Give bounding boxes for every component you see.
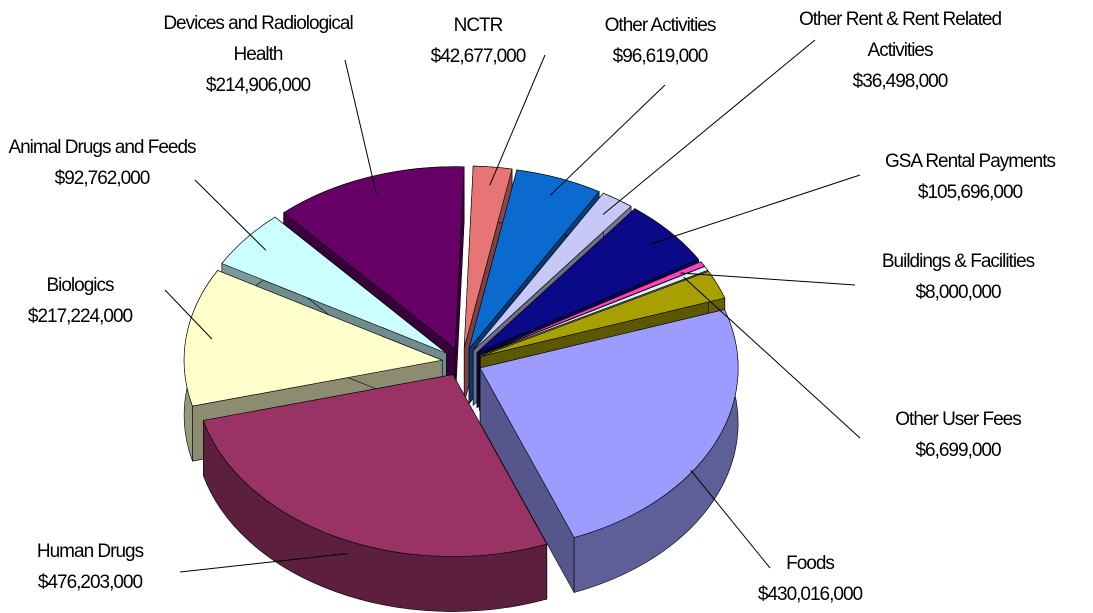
category-label: Foods xyxy=(786,553,835,574)
leader-line xyxy=(344,59,377,195)
leader-line xyxy=(549,84,666,196)
slice-label: Buildings & Facilities $8,000,000 xyxy=(843,246,1073,308)
value-label: $214,906,000 xyxy=(205,75,311,96)
category-label: Other Rent & Rent Related Activities xyxy=(798,9,1002,61)
category-label: NCTR xyxy=(453,15,504,36)
category-label: Animal Drugs and Feeds xyxy=(8,137,196,158)
slice-label: Animal Drugs and Feeds $92,762,000 xyxy=(2,132,202,194)
slice-top xyxy=(480,271,726,357)
slice-top xyxy=(463,165,513,349)
slice-label: Other User Fees $6,699,000 xyxy=(858,404,1058,466)
slice xyxy=(479,309,739,594)
slice-top xyxy=(476,208,699,353)
slice-top xyxy=(221,216,447,354)
slice-label: Foods $430,016,000 xyxy=(740,548,880,610)
leader-line xyxy=(194,179,267,251)
leader-line xyxy=(179,553,348,573)
leader-line xyxy=(489,54,546,186)
value-label: $430,016,000 xyxy=(757,584,863,605)
slice-label: Other Activities $96,619,000 xyxy=(575,10,745,72)
slice-top xyxy=(468,169,600,349)
slice-top xyxy=(183,270,444,407)
leader-line xyxy=(680,272,856,286)
category-label: Human Drugs xyxy=(36,541,144,562)
slice-label: NCTR $42,677,000 xyxy=(408,10,548,72)
value-label: $42,677,000 xyxy=(430,46,527,67)
leader-line xyxy=(690,469,771,569)
value-label: $105,696,000 xyxy=(917,182,1023,203)
slice-top xyxy=(479,261,705,356)
category-label: GSA Rental Payments xyxy=(884,151,1056,172)
category-label: Devices and Radiological Health xyxy=(163,13,353,65)
category-label: Other Activities xyxy=(604,15,717,36)
leader-line xyxy=(650,174,861,245)
slice-top xyxy=(202,374,548,557)
value-label: $96,619,000 xyxy=(612,46,709,67)
value-label: $476,203,000 xyxy=(37,572,143,593)
slice-top xyxy=(472,192,632,351)
value-label: $8,000,000 xyxy=(915,282,1001,303)
slice-label: GSA Rental Payments $105,696,000 xyxy=(855,146,1085,208)
category-label: Biologics xyxy=(46,275,114,296)
slice-label: Biologics $217,224,000 xyxy=(0,270,160,332)
slice xyxy=(202,373,548,612)
category-label: Other User Fees xyxy=(895,409,1021,430)
value-label: $36,498,000 xyxy=(852,71,949,92)
slice-label: Human Drugs $476,203,000 xyxy=(0,536,180,598)
category-label: Buildings & Facilities xyxy=(881,251,1035,272)
value-label: $6,699,000 xyxy=(915,440,1001,461)
slice-top xyxy=(479,266,709,356)
leader-line xyxy=(602,39,816,215)
value-label: $92,762,000 xyxy=(54,168,151,189)
slice-label: Devices and Radiological Health $214,906,… xyxy=(138,8,378,101)
value-label: $217,224,000 xyxy=(27,306,133,327)
slice-top xyxy=(283,166,465,350)
leader-line xyxy=(683,276,861,439)
leader-line xyxy=(164,289,213,340)
slice-label: Other Rent & Rent Related Activities $36,… xyxy=(785,4,1015,97)
slice-top xyxy=(479,309,739,538)
